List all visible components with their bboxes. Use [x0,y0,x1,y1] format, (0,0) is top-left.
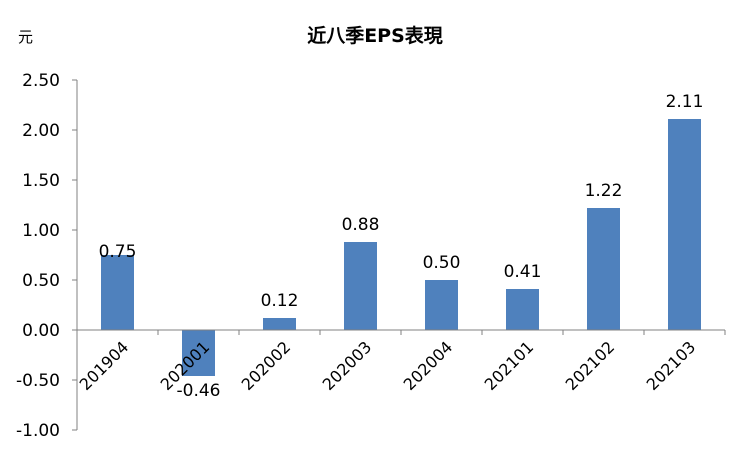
data-label: 2.11 [666,92,704,112]
y-tick-label: 0.00 [22,321,60,341]
data-label: 0.41 [504,262,542,282]
bar [101,255,134,330]
y-tick-label: 0.50 [22,271,60,291]
y-tick-label: -1.00 [16,421,60,441]
x-category-label: 202003 [319,337,376,394]
x-category-label: 202101 [481,337,538,394]
data-labels: 0.75 -0.46 0.12 0.88 0.50 0.41 1.22 2.11 [99,92,704,401]
bar [587,208,620,330]
y-axis: 2.50 2.00 1.50 1.00 0.50 0.00 -0.50 -1.00 [16,71,78,441]
y-tick-label: 1.50 [22,171,60,191]
x-category-label: 202103 [643,337,700,394]
bar [344,242,377,330]
data-label: 1.22 [585,181,623,201]
y-unit-label: 元 [18,28,33,46]
y-tick-label: 1.00 [22,221,60,241]
y-tick-label: 2.50 [22,71,60,91]
data-label: 0.50 [423,253,461,273]
data-label: 0.12 [261,291,299,311]
chart-title: 近八季EPS表現 [307,24,443,47]
x-category-label: 201904 [76,337,133,394]
bars [101,119,701,376]
x-category-label: 202002 [238,337,295,394]
y-tick-label: 2.00 [22,121,60,141]
x-category-label: 202102 [562,337,619,394]
data-label: 0.75 [99,242,137,262]
x-category-label: 202004 [400,337,457,394]
bar [263,318,296,330]
data-label: 0.88 [342,215,380,235]
y-tick-label: -0.50 [16,371,60,391]
data-label: -0.46 [177,381,221,401]
bar [506,289,539,330]
bar [425,280,458,330]
x-axis: 201904 202001 202002 202003 202004 202101 2021… [76,329,726,394]
bar [668,119,701,330]
bar [182,330,215,376]
